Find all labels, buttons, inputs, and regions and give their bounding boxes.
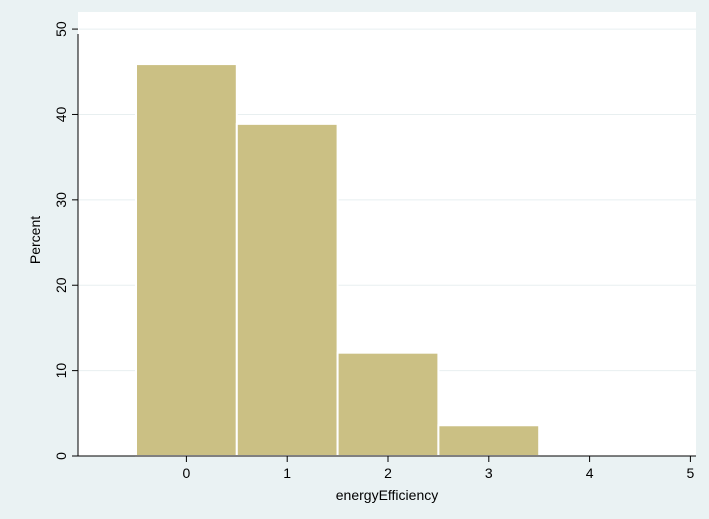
- bar-1: [235, 122, 339, 457]
- x-tick-label-1: 1: [283, 465, 291, 481]
- y-tick-label-30: 30: [53, 192, 69, 208]
- y-axis-title: Percent: [27, 216, 43, 264]
- bar-0: [135, 63, 238, 457]
- y-tick-label-20: 20: [53, 277, 69, 293]
- ticks: 0 10 20 30 40 50 0 1 2 3 4 5: [53, 21, 695, 481]
- x-axis-title: energyEfficiency: [336, 487, 438, 503]
- x-tick-label-4: 4: [586, 465, 594, 481]
- x-tick-label-2: 2: [384, 465, 392, 481]
- bars: [135, 63, 541, 457]
- bar-2: [336, 351, 440, 457]
- x-tick-label-3: 3: [485, 465, 493, 481]
- bar-3: [437, 424, 541, 457]
- x-tick-label-0: 0: [183, 465, 191, 481]
- x-tick-label-5: 5: [687, 465, 695, 481]
- y-tick-label-10: 10: [53, 363, 69, 379]
- y-tick-label-40: 40: [53, 106, 69, 122]
- axes: [77, 34, 696, 457]
- y-tick-label-0: 0: [53, 452, 69, 460]
- y-tick-label-50: 50: [53, 21, 69, 37]
